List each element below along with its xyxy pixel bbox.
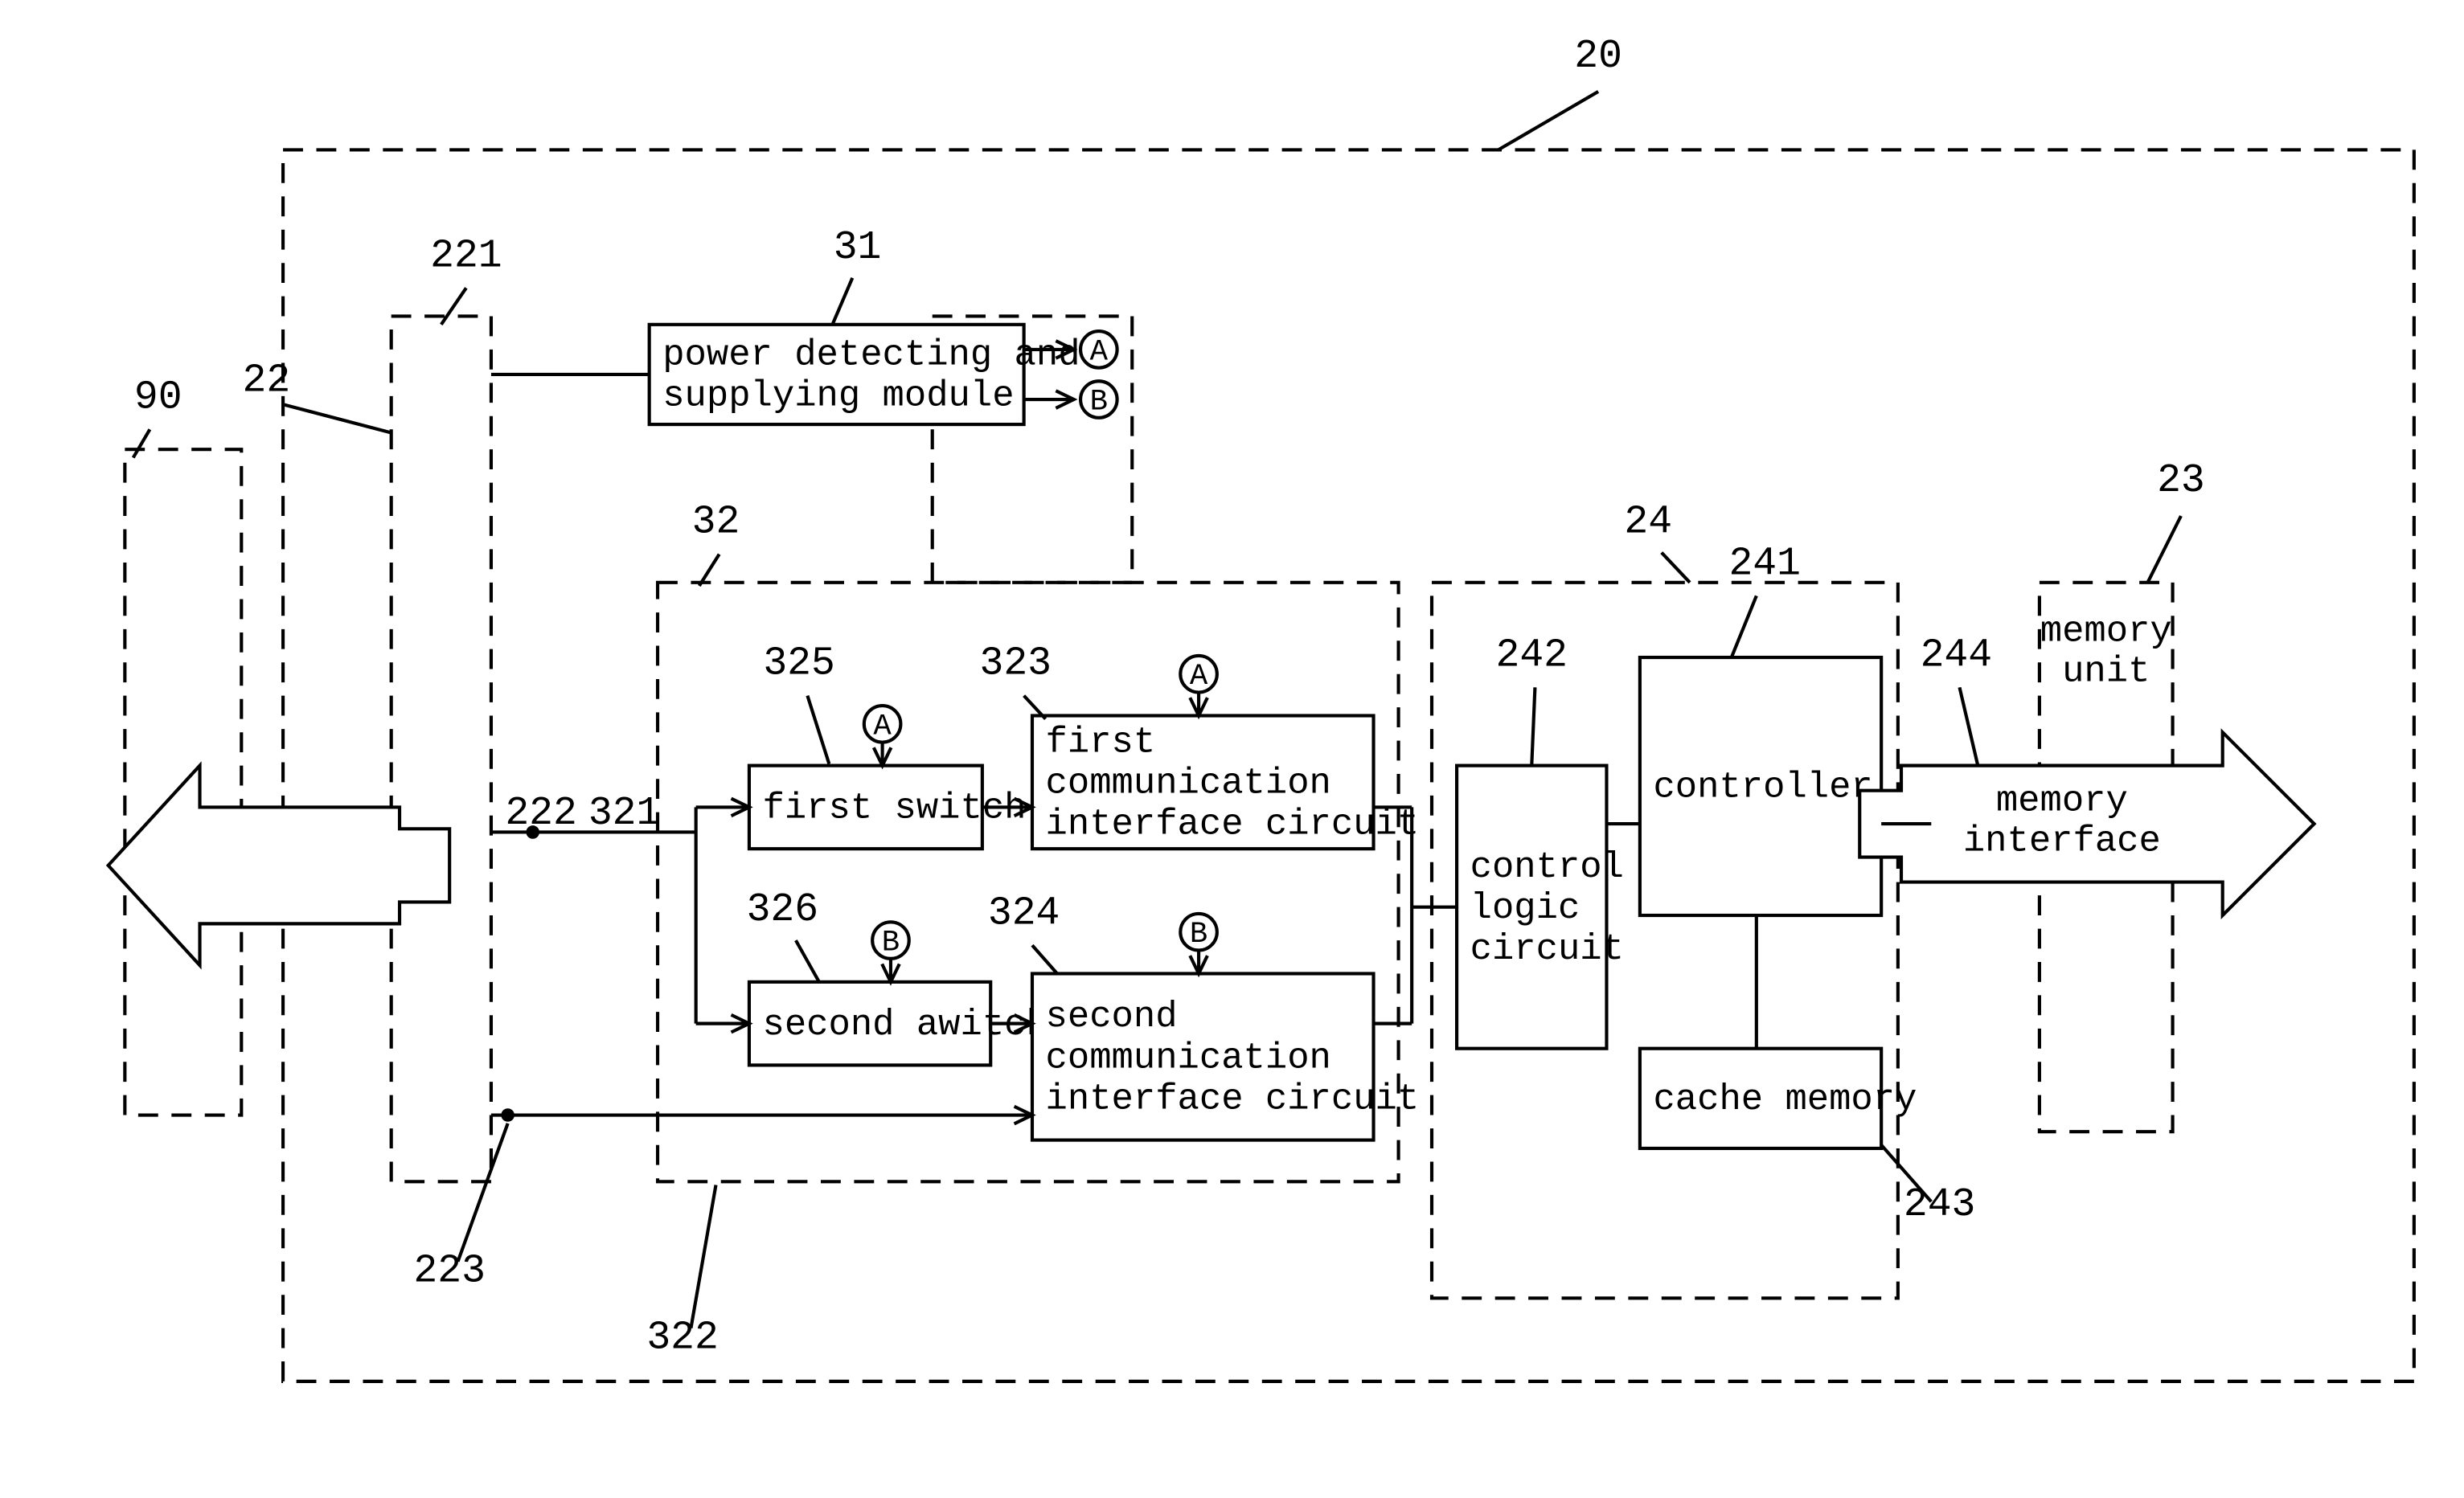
svg-text:325: 325	[763, 641, 834, 686]
pin-A_sw1: A	[873, 710, 892, 743]
svg-text:223: 223	[413, 1249, 485, 1294]
svg-text:221: 221	[430, 233, 502, 278]
block-clogic-label: circuit	[1470, 928, 1624, 970]
svg-text:244: 244	[1921, 632, 1992, 677]
pin-A_comm1: A	[1190, 660, 1208, 694]
dashed-box-connector	[392, 316, 491, 1181]
block-comm1-label: interface circuit	[1046, 804, 1420, 845]
svg-text:243: 243	[1904, 1182, 1975, 1227]
pin-A_power: A	[1090, 335, 1109, 369]
svg-text:32: 32	[692, 500, 740, 545]
svg-text:20: 20	[1574, 34, 1622, 79]
block-power-label: supplying module	[662, 375, 1014, 417]
block-clogic-label: control	[1470, 846, 1624, 888]
block-ctrl-label: controller	[1653, 767, 1872, 808]
block-comm2-label: interface circuit	[1046, 1078, 1420, 1119]
svg-text:326: 326	[747, 887, 818, 932]
svg-text:322: 322	[646, 1315, 718, 1360]
block-cache-label: cache memory	[1653, 1078, 1917, 1120]
block-comm2-label: communication	[1046, 1037, 1331, 1078]
svg-text:23: 23	[2157, 458, 2205, 503]
memory-interface-label: memory	[1996, 780, 2128, 822]
svg-text:321: 321	[588, 791, 660, 836]
block-comm1-label: first	[1046, 722, 1156, 763]
pin-B_power: B	[1090, 385, 1108, 419]
svg-text:242: 242	[1496, 632, 1568, 677]
pin-B_sw2: B	[882, 927, 900, 960]
block-clogic-label: logic	[1470, 887, 1580, 929]
svg-text:90: 90	[134, 374, 182, 420]
svg-text:241: 241	[1728, 541, 1800, 586]
svg-text:323: 323	[980, 641, 1052, 686]
memory-interface-label: interface	[1963, 821, 2161, 862]
svg-text:324: 324	[988, 890, 1060, 935]
pin-B_comm2: B	[1190, 918, 1207, 952]
block-comm2-label: second	[1046, 996, 1178, 1038]
memory-unit-label: memory	[2040, 610, 2172, 652]
svg-text:24: 24	[1624, 500, 1672, 545]
block-comm1-label: communication	[1046, 763, 1331, 804]
svg-text:222: 222	[505, 791, 576, 836]
block-power-label: power detecting and	[662, 334, 1080, 376]
memory-unit-label: unit	[2062, 650, 2150, 692]
svg-text:31: 31	[834, 225, 882, 270]
svg-text:22: 22	[243, 358, 291, 403]
